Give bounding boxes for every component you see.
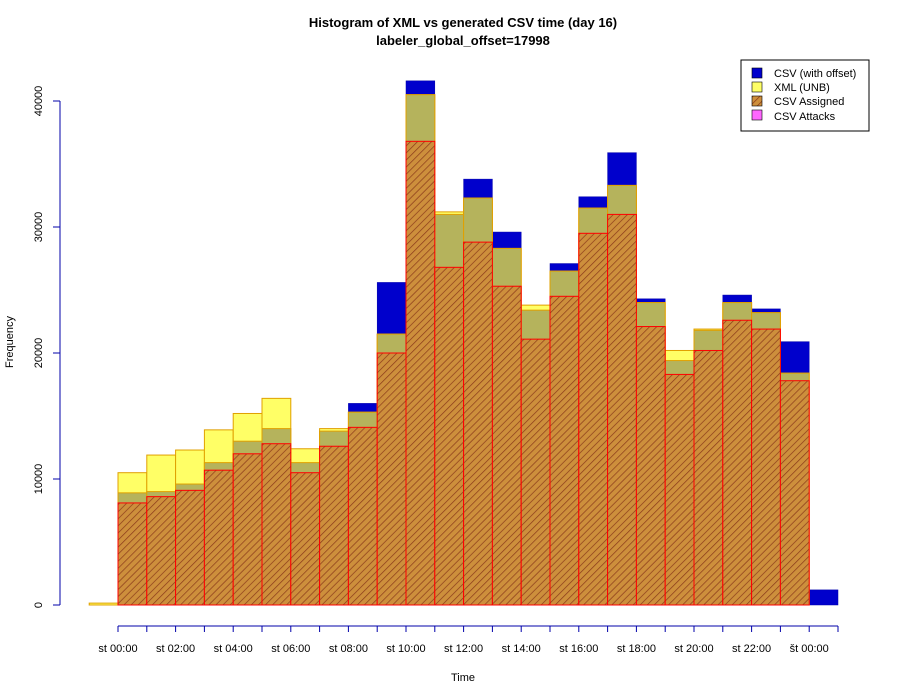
y-tick-label: 30000 (33, 212, 45, 243)
csv-assigned-bar (549, 295, 580, 606)
chart-subtitle: labeler_global_offset=17998 (376, 33, 550, 48)
legend-label-csv-assigned: CSV Assigned (774, 96, 844, 108)
y-axis: 0 10000 20000 30000 40000 (33, 86, 61, 608)
y-tick-label: 20000 (33, 338, 45, 369)
legend-swatch-xml (751, 81, 763, 93)
x-tick-label: st 00:00 (98, 643, 137, 655)
legend-label-csv-offset: CSV (with offset) (774, 68, 856, 80)
csv-offset-bar (808, 589, 839, 606)
legend-swatch-csv-assigned (751, 95, 763, 107)
x-tick-label: št 00:00 (790, 643, 829, 655)
legend-swatch-csv-attacks (751, 109, 763, 121)
x-tick-label: st 16:00 (559, 643, 598, 655)
legend-label-xml: XML (UNB) (774, 82, 830, 94)
y-tick-label: 40000 (33, 86, 45, 117)
legend-label-csv-attacks: CSV Attacks (774, 111, 836, 123)
csv-assigned-bar (117, 502, 148, 606)
csv-assigned-bar (664, 373, 695, 606)
y-tick-label: 10000 (33, 464, 45, 495)
csv-assigned-bar (779, 380, 810, 606)
csv-assigned-bar (693, 349, 724, 606)
x-axis-label: Time (451, 672, 475, 684)
csv-assigned-bar (290, 472, 321, 606)
csv-assigned-bar (463, 241, 493, 606)
chart-title: Histogram of XML vs generated CSV time (… (309, 15, 617, 30)
csv-assigned-bar (347, 426, 378, 606)
csv-assigned-bar (635, 326, 666, 606)
csv-assigned-bar (578, 232, 609, 606)
x-tick-label: st 14:00 (502, 643, 541, 655)
csv-assigned-bar (434, 266, 465, 606)
x-tick-label: st 06:00 (271, 643, 310, 655)
csv-assigned-bar (520, 338, 551, 606)
x-tick-label: st 04:00 (214, 643, 253, 655)
x-tick-label: st 02:00 (156, 643, 195, 655)
x-axis: st 00:00 st 02:00 st 04:00 st 06:00 st 08:00… (98, 625, 839, 655)
csv-assigned-bar (146, 496, 177, 606)
x-tick-label: st 18:00 (617, 643, 656, 655)
y-axis-label: Frequency (4, 316, 16, 368)
x-tick-label: st 20:00 (674, 643, 713, 655)
csv-assigned-bars (117, 140, 810, 606)
csv-assigned-bar (376, 352, 407, 606)
legend-box (740, 59, 870, 132)
csv-assigned-bar (261, 443, 292, 606)
csv-assigned-bar (319, 445, 349, 606)
x-tick-label: st 12:00 (444, 643, 483, 655)
csv-assigned-bar (175, 489, 205, 606)
csv-assigned-bar (607, 213, 637, 606)
legend-swatch-csv-offset (751, 67, 763, 79)
csv-assigned-bar (203, 469, 234, 606)
xml-bar (88, 602, 119, 606)
y-tick-label: 0 (33, 602, 45, 608)
x-tick-label: st 08:00 (329, 643, 368, 655)
x-tick-label: st 22:00 (732, 643, 771, 655)
csv-assigned-bar (405, 140, 436, 606)
csv-assigned-bar (751, 328, 781, 606)
legend: CSV (with offset) XML (UNB) CSV Assigned… (740, 59, 870, 132)
csv-assigned-bar (232, 453, 263, 606)
csv-assigned-bar (491, 285, 522, 606)
csv-assigned-bar (722, 319, 753, 606)
x-tick-label: st 10:00 (386, 643, 425, 655)
